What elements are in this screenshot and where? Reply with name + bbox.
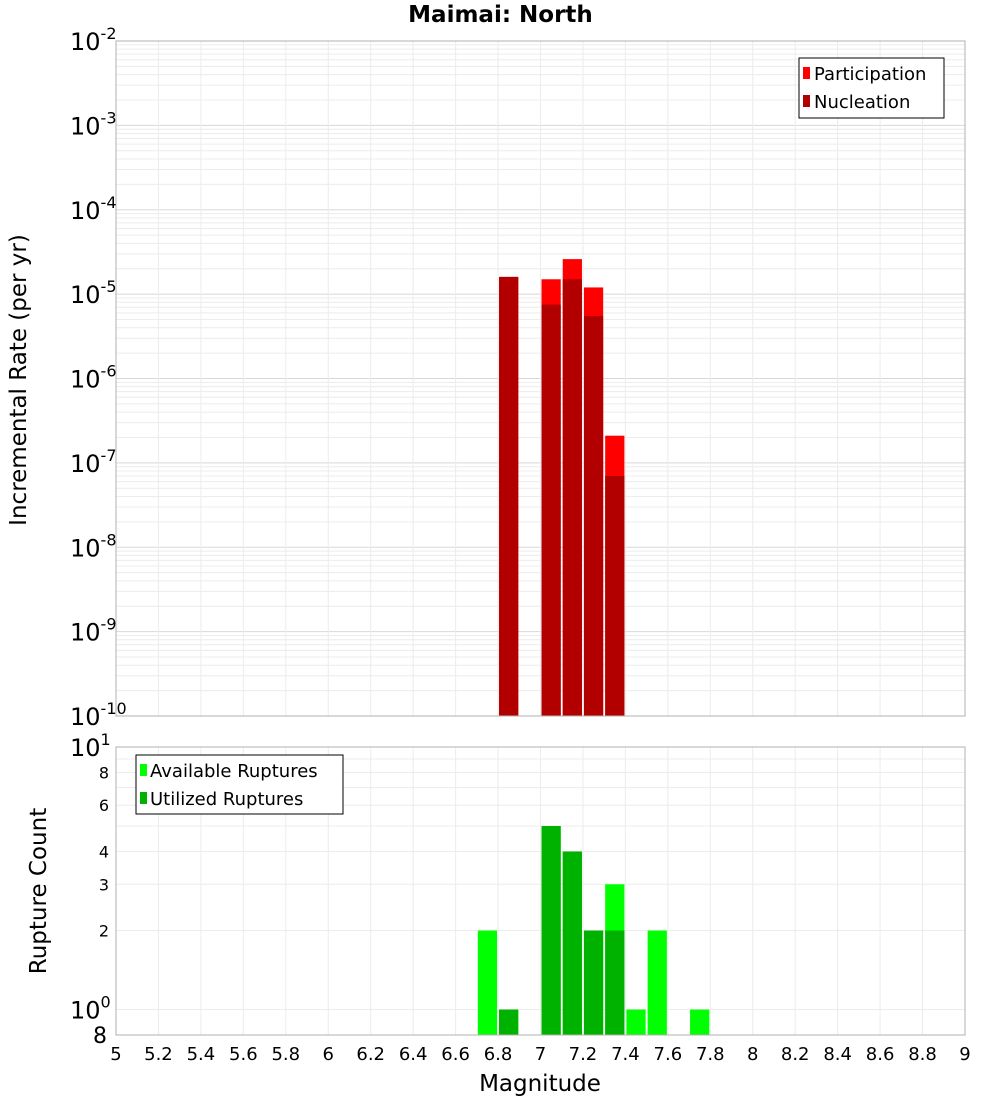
top-legend-box bbox=[798, 57, 945, 119]
top-y-tick-exponent: -7 bbox=[101, 446, 117, 465]
bottom-y-tick-10e0: 100 bbox=[70, 993, 111, 1025]
top-y-tick-exponent: -5 bbox=[101, 277, 117, 296]
bottom-y-tick-6: 6 bbox=[99, 796, 109, 815]
legend-label-participation: Participation bbox=[814, 64, 926, 85]
legend-label-available-ruptures: Available Ruptures bbox=[150, 761, 318, 782]
nucleation-bar-0 bbox=[499, 276, 519, 716]
available-bar-0 bbox=[477, 930, 498, 1035]
bottom-legend-box bbox=[135, 754, 344, 815]
x-tick-6.6: 6.6 bbox=[441, 1044, 470, 1065]
x-tick-8.8: 8.8 bbox=[908, 1044, 937, 1065]
bottom-y-tick-8: 8 bbox=[99, 763, 109, 782]
top-y-tick-exponent: -10 bbox=[101, 699, 127, 718]
top-y-tick--7: 10-7 bbox=[70, 446, 117, 478]
top-y-tick-base: 10 bbox=[70, 28, 101, 56]
top-y-tick-exponent: -8 bbox=[101, 530, 117, 549]
utilized-ruptures-bars bbox=[499, 826, 625, 1035]
top-gridlines bbox=[115, 41, 966, 717]
top-y-tick-exponent: -9 bbox=[101, 615, 117, 634]
bottom-y-tick-2: 2 bbox=[99, 922, 109, 941]
top-y-tick--3: 10-3 bbox=[70, 108, 117, 140]
top-y-tick-base: 10 bbox=[70, 703, 101, 731]
utilized-bar-2 bbox=[562, 851, 582, 1035]
top-y-tick-base: 10 bbox=[70, 534, 101, 562]
bottom-y-axis-label: Rupture Count bbox=[26, 808, 52, 974]
x-tick-5: 5 bbox=[110, 1044, 121, 1065]
utilized-bar-1 bbox=[541, 826, 561, 1035]
x-tick-6: 6 bbox=[323, 1044, 334, 1065]
bottom-y-tick-bottom: 8 bbox=[93, 1024, 107, 1049]
top-y-tick--9: 10-9 bbox=[70, 615, 117, 647]
top-y-tick--2: 10-2 bbox=[70, 24, 117, 56]
bottom-y-tick-4: 4 bbox=[99, 842, 109, 861]
bottom-legend: Available Ruptures Utilized Ruptures bbox=[135, 754, 344, 815]
legend-swatch-participation bbox=[803, 67, 810, 79]
x-tick-6.2: 6.2 bbox=[356, 1044, 385, 1065]
available-bar-8 bbox=[690, 1009, 710, 1035]
utilized-bar-3 bbox=[583, 930, 604, 1035]
x-tick-7: 7 bbox=[535, 1044, 546, 1065]
top-y-tick-exponent: -4 bbox=[101, 193, 117, 212]
legend-swatch-available-ruptures bbox=[140, 764, 147, 776]
legend-swatch-utilized-ruptures bbox=[140, 792, 147, 804]
nucleation-bar-1 bbox=[541, 304, 561, 716]
x-tick-8: 8 bbox=[747, 1044, 758, 1065]
top-y-tick-exponent: -3 bbox=[101, 108, 117, 127]
x-tick-7.8: 7.8 bbox=[696, 1044, 725, 1065]
x-tick-6.4: 6.4 bbox=[399, 1044, 428, 1065]
top-y-tick-base: 10 bbox=[70, 366, 101, 394]
top-plot-border bbox=[115, 40, 966, 717]
x-tick-5.2: 5.2 bbox=[144, 1044, 173, 1065]
nucleation-bars bbox=[499, 276, 625, 716]
bottom-y-tick-exponent: 1 bbox=[101, 730, 111, 749]
utilized-bar-4 bbox=[605, 930, 625, 1035]
x-tick-5.8: 5.8 bbox=[271, 1044, 300, 1065]
top-y-tick-base: 10 bbox=[70, 112, 101, 140]
available-bar-6 bbox=[626, 1009, 646, 1035]
x-tick-8.6: 8.6 bbox=[866, 1044, 895, 1065]
legend-label-nucleation: Nucleation bbox=[814, 92, 910, 113]
top-legend: Participation Nucleation bbox=[798, 57, 945, 119]
nucleation-bar-4 bbox=[605, 475, 625, 716]
x-tick-7.2: 7.2 bbox=[569, 1044, 598, 1065]
bottom-y-tick-base: 10 bbox=[70, 734, 101, 762]
x-tick-5.4: 5.4 bbox=[187, 1044, 216, 1065]
top-y-tick-exponent: -6 bbox=[101, 362, 117, 381]
top-y-axis-label: Incremental Rate (per yr) bbox=[6, 234, 32, 526]
legend-swatch-nucleation bbox=[803, 95, 810, 107]
x-tick-9: 9 bbox=[959, 1044, 970, 1065]
x-tick-6.8: 6.8 bbox=[484, 1044, 513, 1065]
top-y-tick-base: 10 bbox=[70, 450, 101, 478]
x-tick-8.4: 8.4 bbox=[823, 1044, 852, 1065]
top-y-tick-base: 10 bbox=[70, 619, 101, 647]
top-y-tick--8: 10-8 bbox=[70, 530, 117, 562]
top-y-tick--5: 10-5 bbox=[70, 277, 117, 309]
nucleation-bar-3 bbox=[583, 316, 604, 716]
x-tick-7.6: 7.6 bbox=[654, 1044, 683, 1065]
available-bar-7 bbox=[647, 930, 667, 1035]
top-y-tick--4: 10-4 bbox=[70, 193, 117, 225]
chart-title: Maimai: North bbox=[408, 2, 593, 28]
bottom-y-tick-exponent: 0 bbox=[101, 993, 111, 1012]
x-tick-5.6: 5.6 bbox=[229, 1044, 258, 1065]
nucleation-bar-2 bbox=[562, 279, 582, 716]
top-y-tick--6: 10-6 bbox=[70, 362, 117, 394]
utilized-bar-0 bbox=[499, 1009, 519, 1035]
bottom-gridlines bbox=[115, 747, 966, 1035]
top-y-tick-base: 10 bbox=[70, 281, 101, 309]
x-axis-label: Magnitude bbox=[479, 1071, 601, 1097]
top-y-tick-exponent: -2 bbox=[101, 24, 117, 43]
x-tick-8.2: 8.2 bbox=[781, 1044, 810, 1065]
bottom-plot-border bbox=[115, 746, 966, 1036]
legend-label-utilized-ruptures: Utilized Ruptures bbox=[150, 789, 303, 810]
x-tick-7.4: 7.4 bbox=[611, 1044, 640, 1065]
bottom-y-tick-10e1: 101 bbox=[70, 730, 111, 762]
bottom-y-tick-3: 3 bbox=[99, 875, 109, 894]
top-y-tick-base: 10 bbox=[70, 197, 101, 225]
top-y-tick--10: 10-10 bbox=[70, 699, 127, 731]
bottom-y-tick-base: 10 bbox=[70, 997, 101, 1025]
